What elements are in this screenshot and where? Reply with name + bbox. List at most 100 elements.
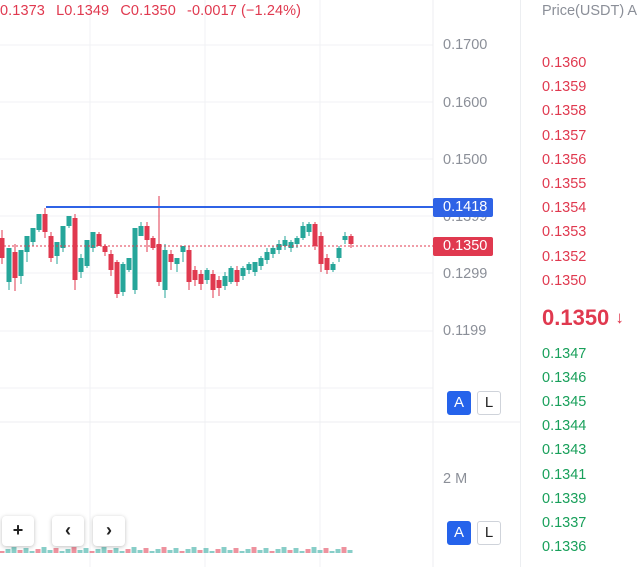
volume-bar [281, 547, 287, 553]
volume-bar [23, 548, 29, 553]
volume-bar [17, 550, 23, 553]
volume-bar [113, 548, 119, 553]
ask-price-row[interactable]: 0.1353 [542, 224, 587, 241]
candle-body [276, 244, 282, 250]
price-axis-label: 0.1600 [443, 95, 488, 111]
volume-bar [269, 551, 275, 553]
candle-body [108, 254, 114, 270]
ask-price-row[interactable]: 0.1356 [542, 151, 587, 168]
bid-price-row[interactable]: 0.1336 [542, 538, 587, 555]
volume-bar [287, 550, 293, 553]
candle-body [342, 236, 348, 240]
volume-log-scale-button[interactable]: L [477, 521, 501, 545]
volume-bar [137, 550, 143, 553]
candle-body [246, 264, 252, 270]
log-scale-button[interactable]: L [477, 391, 501, 415]
volume-bar [305, 549, 311, 553]
auto-scale-button[interactable]: A [447, 391, 471, 415]
candle-body [78, 258, 84, 272]
candle-body [36, 214, 42, 230]
candle-body [42, 214, 48, 232]
candle-body [228, 268, 234, 282]
candle-body [180, 246, 186, 252]
volume-bar [47, 550, 53, 553]
candle-body [252, 262, 258, 272]
volume-bar [167, 550, 173, 553]
candle-body [318, 236, 324, 264]
volume-bar [293, 548, 299, 553]
volume-bar [233, 548, 239, 553]
price-axis-label: 0.1199 [443, 323, 487, 339]
candle-body [258, 258, 264, 266]
volume-bar [107, 550, 113, 553]
volume-bar [5, 549, 11, 553]
candle-body [186, 250, 192, 282]
ask-price-row[interactable]: 0.1350 [542, 272, 587, 289]
candle-body [54, 242, 60, 256]
ask-price-row[interactable]: 0.1355 [542, 176, 587, 192]
price-chart[interactable] [0, 0, 520, 567]
scroll-left-button[interactable]: ‹ [52, 516, 84, 546]
zoom-in-button[interactable]: + [2, 516, 34, 546]
candle-body [216, 280, 222, 288]
volume-bar [95, 549, 101, 553]
candle-body [270, 248, 276, 254]
candle-body [96, 234, 102, 246]
candle-body [198, 274, 204, 284]
price-axis-label: 0.1700 [443, 37, 488, 53]
volume-bar [203, 548, 209, 553]
bid-price-row[interactable]: 0.1337 [542, 514, 587, 531]
volume-bar [59, 551, 65, 553]
candle-body [138, 226, 144, 236]
volume-bar [275, 549, 281, 553]
ask-price-row[interactable]: 0.1358 [542, 103, 587, 120]
candle-body [60, 226, 66, 248]
volume-auto-scale-button[interactable]: A [447, 521, 471, 545]
volume-bar [83, 548, 89, 553]
candle-body [336, 248, 342, 258]
chart-panel[interactable]: 0.1373 L0.1349 C0.1350 -0.0017 (−1.24%) … [0, 0, 520, 567]
line-price-tag[interactable]: 0.1418 [433, 198, 493, 217]
volume-bar [119, 551, 125, 553]
volume-bar [263, 548, 269, 553]
candle-body [30, 228, 36, 242]
volume-bar [227, 550, 233, 553]
ohlc-high: 0.1373 [0, 3, 45, 19]
volume-bar [347, 550, 353, 553]
candle-body [330, 264, 336, 270]
current-price-tag: 0.1350 [433, 237, 493, 256]
ask-price-row[interactable]: 0.1359 [542, 79, 587, 96]
candle-body [0, 238, 5, 258]
volume-bar [209, 551, 215, 553]
volume-bar [11, 547, 17, 553]
volume-bar [149, 551, 155, 553]
ask-price-row[interactable]: 0.1354 [542, 200, 587, 217]
bid-price-row[interactable]: 0.1343 [542, 442, 587, 459]
volume-bar [71, 547, 77, 553]
last-price-value: 0.1350 [542, 305, 610, 330]
bid-price-row[interactable]: 0.1345 [542, 394, 587, 411]
scroll-right-button[interactable]: › [93, 516, 125, 546]
candle-body [240, 268, 246, 276]
bid-price-row[interactable]: 0.1347 [542, 346, 587, 362]
candle-body [210, 274, 216, 290]
bid-price-row[interactable]: 0.1344 [542, 418, 587, 435]
volume-bar [185, 549, 191, 553]
bid-price-row[interactable]: 0.1346 [542, 370, 587, 387]
ask-price-row[interactable]: 0.1357 [542, 127, 587, 144]
candle-body [192, 270, 198, 280]
candle-body [162, 250, 168, 290]
bid-price-row[interactable]: 0.1341 [542, 466, 587, 483]
bid-price-row[interactable]: 0.1339 [542, 490, 587, 507]
candle-body [168, 254, 174, 262]
ask-price-row[interactable]: 0.1360 [542, 55, 587, 71]
volume-bar [299, 551, 305, 553]
volume-bar [239, 551, 245, 553]
ask-price-row[interactable]: 0.1352 [542, 248, 587, 265]
order-book: Price(USDT) A 0.1360 0.1359 0.1358 0.1357 0.… [520, 0, 640, 567]
candle-body [348, 236, 354, 244]
ohlc-readout: 0.1373 L0.1349 C0.1350 -0.0017 (−1.24%) [0, 3, 308, 19]
candle-body [126, 258, 132, 270]
ohlc-change: -0.0017 (−1.24%) [187, 3, 302, 19]
price-axis-label: 0.1500 [443, 152, 488, 168]
